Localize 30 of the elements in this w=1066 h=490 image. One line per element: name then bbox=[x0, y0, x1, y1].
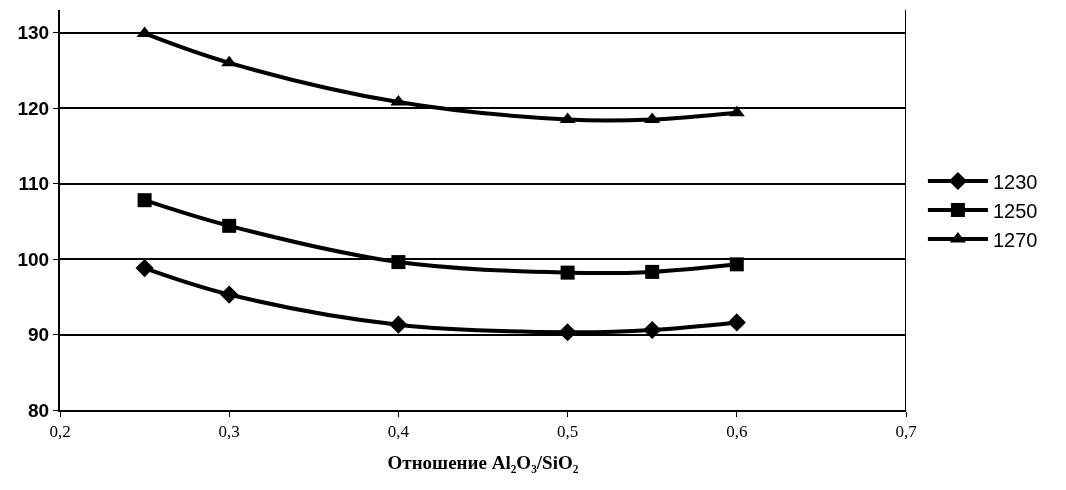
y-tick-label: 130 bbox=[17, 22, 50, 44]
point bbox=[135, 259, 154, 278]
point bbox=[222, 218, 237, 233]
legend-label: 1230 bbox=[992, 170, 1038, 193]
y-tick-label: 100 bbox=[17, 248, 50, 270]
point bbox=[220, 285, 239, 304]
point bbox=[389, 315, 408, 334]
point bbox=[221, 55, 238, 67]
legend-label: 1250 bbox=[992, 199, 1038, 222]
point bbox=[560, 265, 575, 280]
point bbox=[391, 255, 406, 270]
x-tick-label: 0,6 bbox=[726, 422, 748, 442]
point bbox=[728, 105, 745, 117]
x-tick-label: 0,7 bbox=[895, 422, 918, 442]
point bbox=[558, 323, 577, 342]
point bbox=[137, 193, 152, 208]
point bbox=[729, 257, 744, 272]
y-tick-label: 110 bbox=[18, 173, 50, 195]
x-axis-title: Отношение Al₂O₃/SiO₂ bbox=[387, 451, 579, 473]
x-tick-label: 0,2 bbox=[49, 422, 71, 442]
y-tick-label: 120 bbox=[17, 97, 50, 119]
point bbox=[643, 320, 662, 340]
x-tick-label: 0,3 bbox=[218, 422, 240, 442]
point bbox=[727, 313, 746, 332]
x-tick-label: 0,4 bbox=[387, 422, 410, 442]
y-tick-label: 80 bbox=[28, 399, 50, 421]
legend-label: 1270 bbox=[992, 228, 1038, 251]
y-tick-label: 90 bbox=[28, 324, 50, 346]
point bbox=[645, 264, 660, 279]
x-tick-label: 0,5 bbox=[556, 422, 579, 442]
